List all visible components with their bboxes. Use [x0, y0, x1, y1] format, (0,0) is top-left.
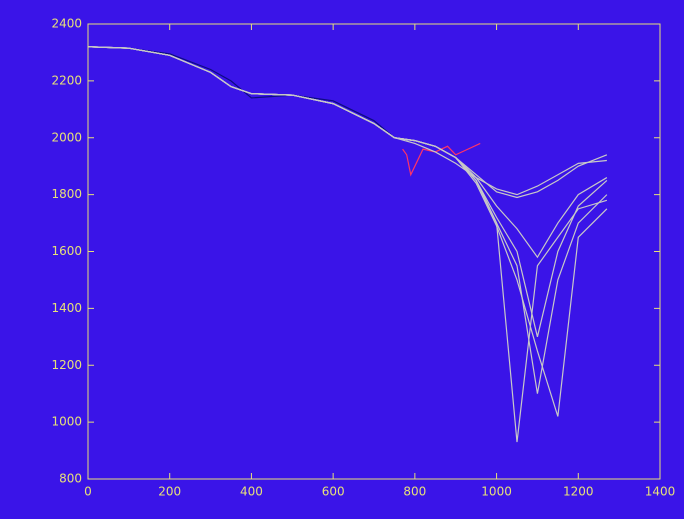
data-line — [87, 46, 608, 443]
y-tick-label: 1200 — [51, 358, 82, 372]
x-tick-label: 0 — [84, 485, 92, 499]
x-tick-label: 1400 — [645, 485, 676, 499]
y-tick-label: 1000 — [51, 415, 82, 429]
x-tick-label: 800 — [403, 485, 426, 499]
data-line — [87, 46, 395, 139]
x-tick-label: 1200 — [563, 485, 594, 499]
y-tick-label: 1800 — [51, 187, 82, 201]
data-line — [402, 142, 481, 177]
x-tick-label: 400 — [240, 485, 263, 499]
y-tick-label: 1600 — [51, 244, 82, 258]
x-tick-label: 600 — [322, 485, 345, 499]
y-tick-label: 2200 — [51, 73, 82, 87]
y-tick-label: 2000 — [51, 130, 82, 144]
y-tick-label: 2400 — [51, 17, 82, 31]
x-tick-label: 1000 — [481, 485, 512, 499]
y-tick-label: 1400 — [51, 301, 82, 315]
x-tick-label: 200 — [158, 485, 181, 499]
y-tick-label: 800 — [59, 472, 82, 486]
